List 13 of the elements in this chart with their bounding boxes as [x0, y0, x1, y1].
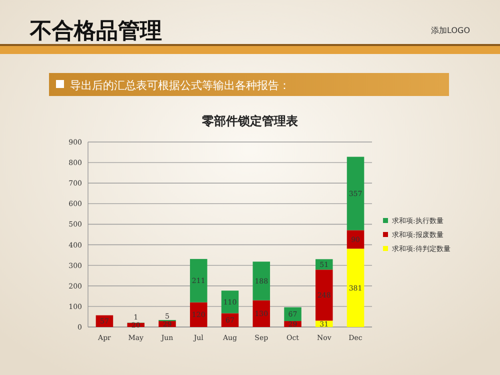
bar	[252, 262, 270, 300]
bar	[252, 300, 270, 327]
bar	[190, 258, 208, 302]
bar	[221, 290, 239, 314]
chart-subtitle: 导出后的汇总表可根据公式等输出各种报告：	[70, 79, 290, 92]
text: 不合格品管理	[29, 19, 162, 44]
bar	[221, 313, 239, 327]
text: 添加LOGO	[431, 26, 470, 35]
bar	[346, 156, 364, 230]
chart-title: 零部件锁定管理表	[201, 114, 299, 128]
bar	[346, 248, 364, 327]
bar	[190, 302, 208, 327]
bar	[316, 270, 333, 321]
